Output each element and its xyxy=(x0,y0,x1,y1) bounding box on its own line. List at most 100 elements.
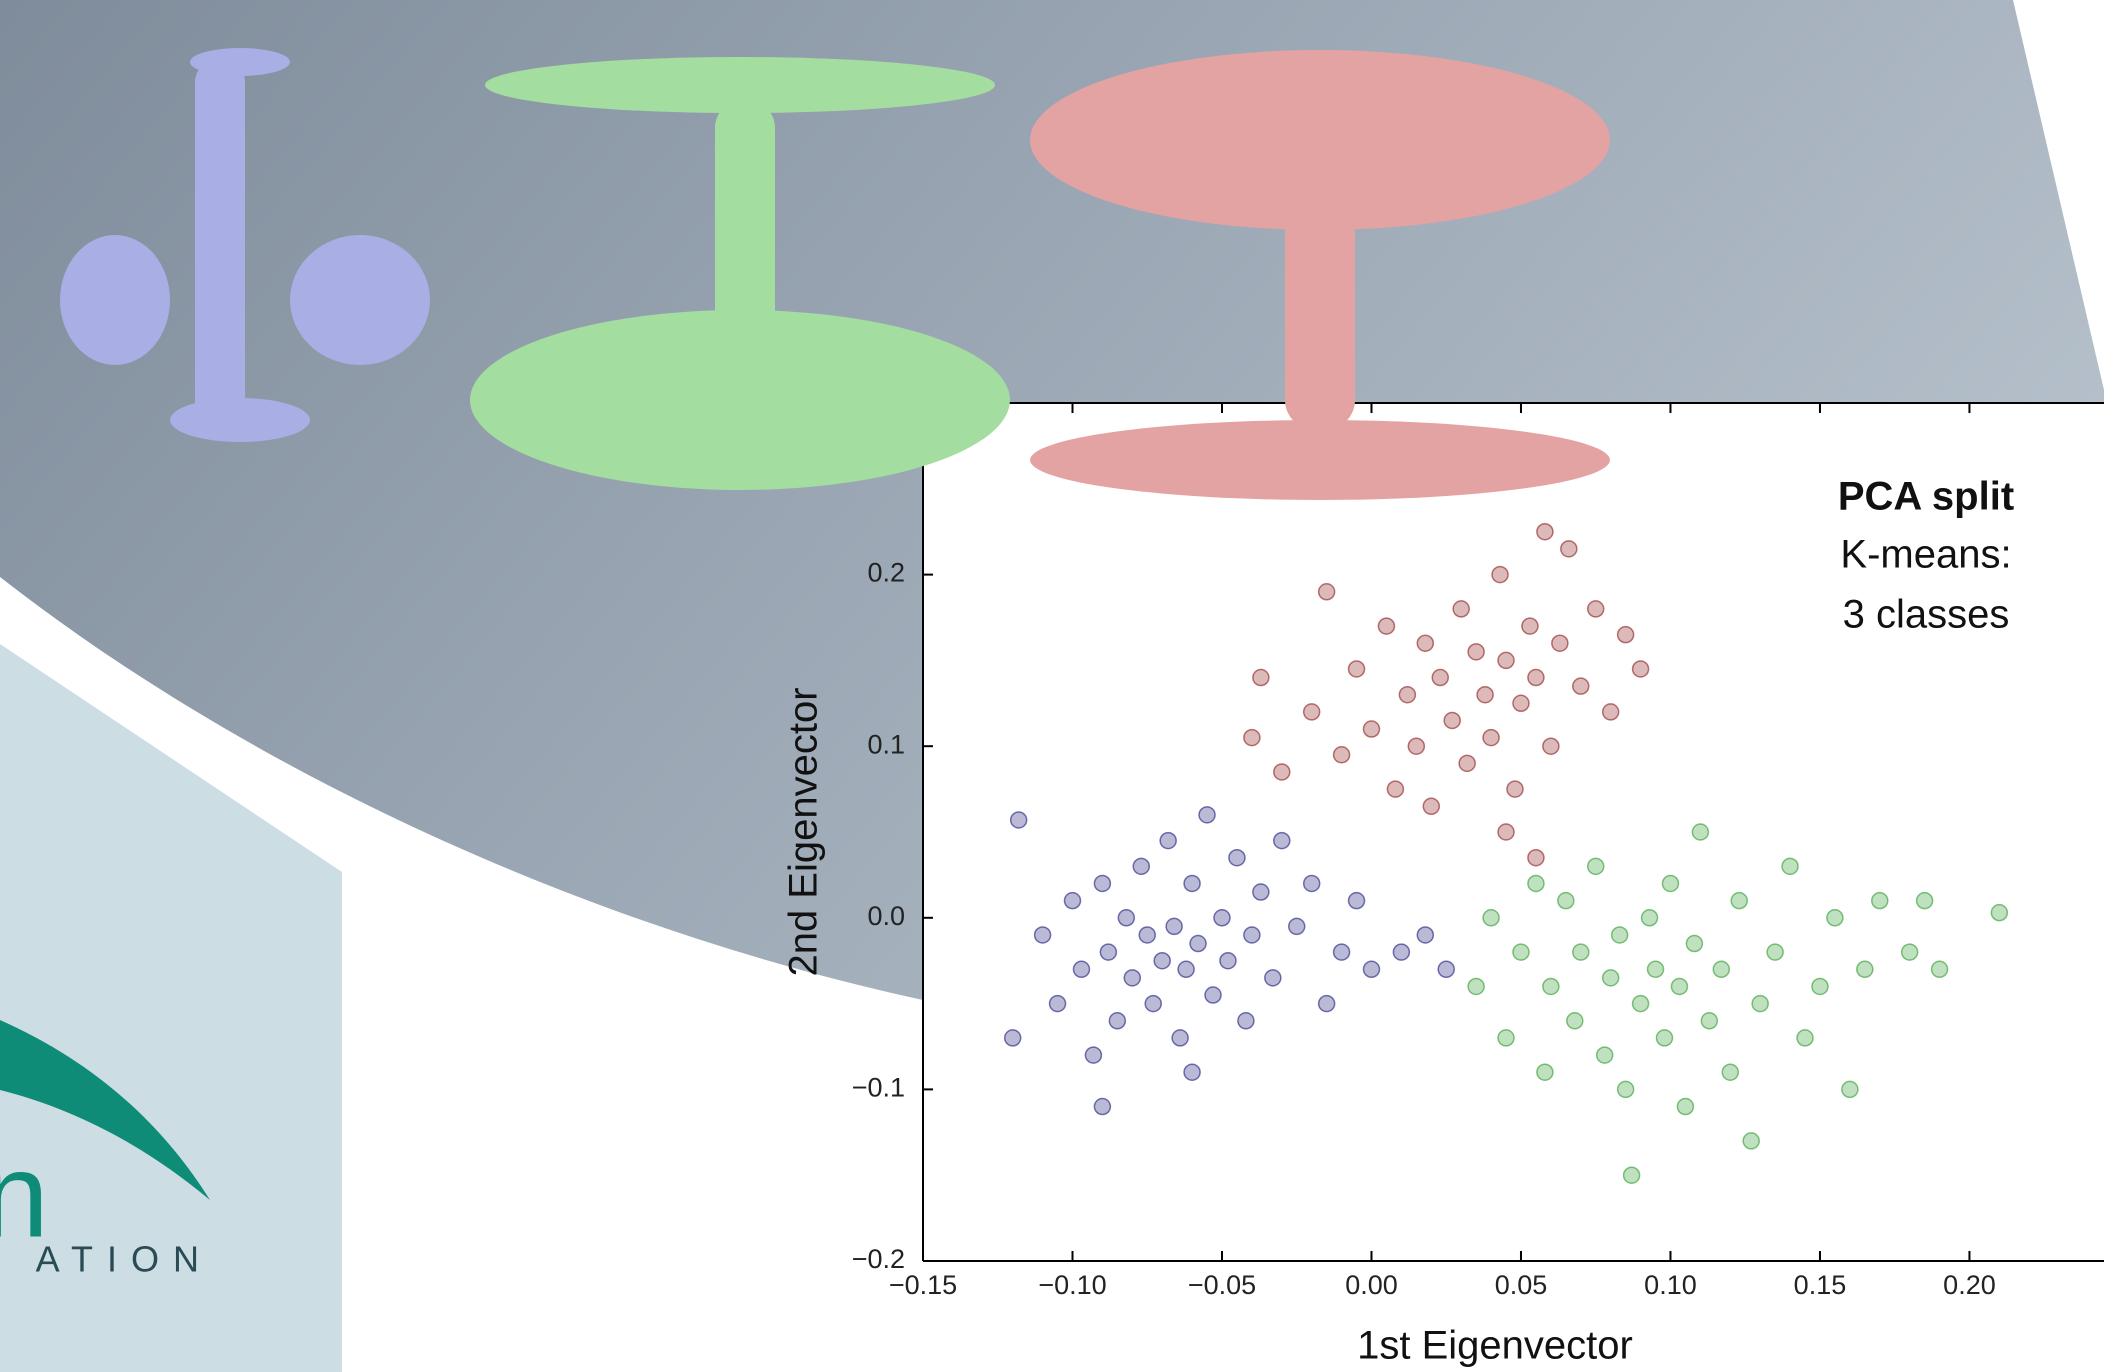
page: {"chart_data": {"type": "scatter", "anno… xyxy=(0,0,2104,1372)
point xyxy=(1656,1030,1672,1046)
point xyxy=(1319,996,1335,1012)
point xyxy=(1618,627,1634,643)
point xyxy=(1124,970,1140,986)
x-tick-label: 0.10 xyxy=(1644,1270,1697,1300)
y-tick-label: −0.1 xyxy=(852,1073,905,1103)
point xyxy=(1588,858,1604,874)
point xyxy=(1238,1013,1254,1029)
point xyxy=(1453,601,1469,617)
point xyxy=(1797,1030,1813,1046)
point xyxy=(1722,1064,1738,1080)
logo-text: ATION xyxy=(36,1239,213,1280)
point xyxy=(1528,875,1544,891)
x-tick-label: 0.05 xyxy=(1495,1270,1548,1300)
y-tick-label: 0.0 xyxy=(867,901,905,931)
point xyxy=(1498,824,1514,840)
point xyxy=(1035,927,1051,943)
point xyxy=(1265,970,1281,986)
point xyxy=(1662,875,1678,891)
point xyxy=(1399,687,1415,703)
point xyxy=(1827,910,1843,926)
point xyxy=(1498,652,1514,668)
point xyxy=(1094,875,1110,891)
y-tick-label: 0.2 xyxy=(867,558,905,588)
point xyxy=(1349,893,1365,909)
point xyxy=(1483,910,1499,926)
point xyxy=(1483,730,1499,746)
point xyxy=(1537,1064,1553,1080)
point xyxy=(1552,635,1568,651)
point xyxy=(1145,996,1161,1012)
point xyxy=(1334,747,1350,763)
point xyxy=(1573,678,1589,694)
x-tick-label: 0.00 xyxy=(1345,1270,1398,1300)
point xyxy=(1588,601,1604,617)
point xyxy=(1363,721,1379,737)
point xyxy=(1190,936,1206,952)
point xyxy=(1220,953,1236,969)
point xyxy=(1528,670,1544,686)
point xyxy=(1677,1099,1693,1115)
point xyxy=(1184,1064,1200,1080)
point xyxy=(1229,850,1245,866)
point xyxy=(1094,1099,1110,1115)
point xyxy=(1543,978,1559,994)
x-tick-label: −0.15 xyxy=(889,1270,957,1300)
annotation: K-means: xyxy=(1840,533,2011,577)
point xyxy=(1438,961,1454,977)
point xyxy=(1050,996,1066,1012)
point xyxy=(1085,1047,1101,1063)
point xyxy=(1872,893,1888,909)
point xyxy=(1468,644,1484,660)
point xyxy=(1857,961,1873,977)
point xyxy=(1205,987,1221,1003)
point xyxy=(1154,953,1170,969)
point xyxy=(1244,927,1260,943)
point xyxy=(1304,875,1320,891)
point xyxy=(1393,944,1409,960)
point xyxy=(1139,927,1155,943)
point xyxy=(1468,978,1484,994)
point xyxy=(1199,807,1215,823)
point xyxy=(1752,996,1768,1012)
point xyxy=(1713,961,1729,977)
y-tick-label: 0.1 xyxy=(867,729,905,759)
point xyxy=(1902,944,1918,960)
point xyxy=(1537,524,1553,540)
point xyxy=(1064,893,1080,909)
point xyxy=(1178,961,1194,977)
point xyxy=(1184,875,1200,891)
point xyxy=(1543,738,1559,754)
point xyxy=(1624,1167,1640,1183)
point xyxy=(1603,704,1619,720)
point xyxy=(1743,1133,1759,1149)
point xyxy=(1686,936,1702,952)
point xyxy=(1648,961,1664,977)
point xyxy=(1767,944,1783,960)
point xyxy=(1378,618,1394,634)
x-tick-label: 0.20 xyxy=(1943,1270,1996,1300)
point xyxy=(1522,618,1538,634)
point xyxy=(1618,1081,1634,1097)
point xyxy=(1558,893,1574,909)
point xyxy=(1917,893,1933,909)
point xyxy=(1100,944,1116,960)
point xyxy=(1289,918,1305,934)
x-tick-label: −0.10 xyxy=(1038,1270,1106,1300)
point xyxy=(1812,978,1828,994)
point xyxy=(1498,1030,1514,1046)
point xyxy=(1319,584,1335,600)
point xyxy=(1932,961,1948,977)
point xyxy=(1253,670,1269,686)
point xyxy=(1603,970,1619,986)
point xyxy=(1423,798,1439,814)
slide: n ATION −0.15−0.10−0.050.000.050.100.150… xyxy=(0,0,2104,1372)
point xyxy=(1573,944,1589,960)
point xyxy=(1349,661,1365,677)
point xyxy=(1671,978,1687,994)
point xyxy=(1166,918,1182,934)
point xyxy=(1274,764,1290,780)
point xyxy=(1253,884,1269,900)
point xyxy=(1633,661,1649,677)
point xyxy=(1408,738,1424,754)
